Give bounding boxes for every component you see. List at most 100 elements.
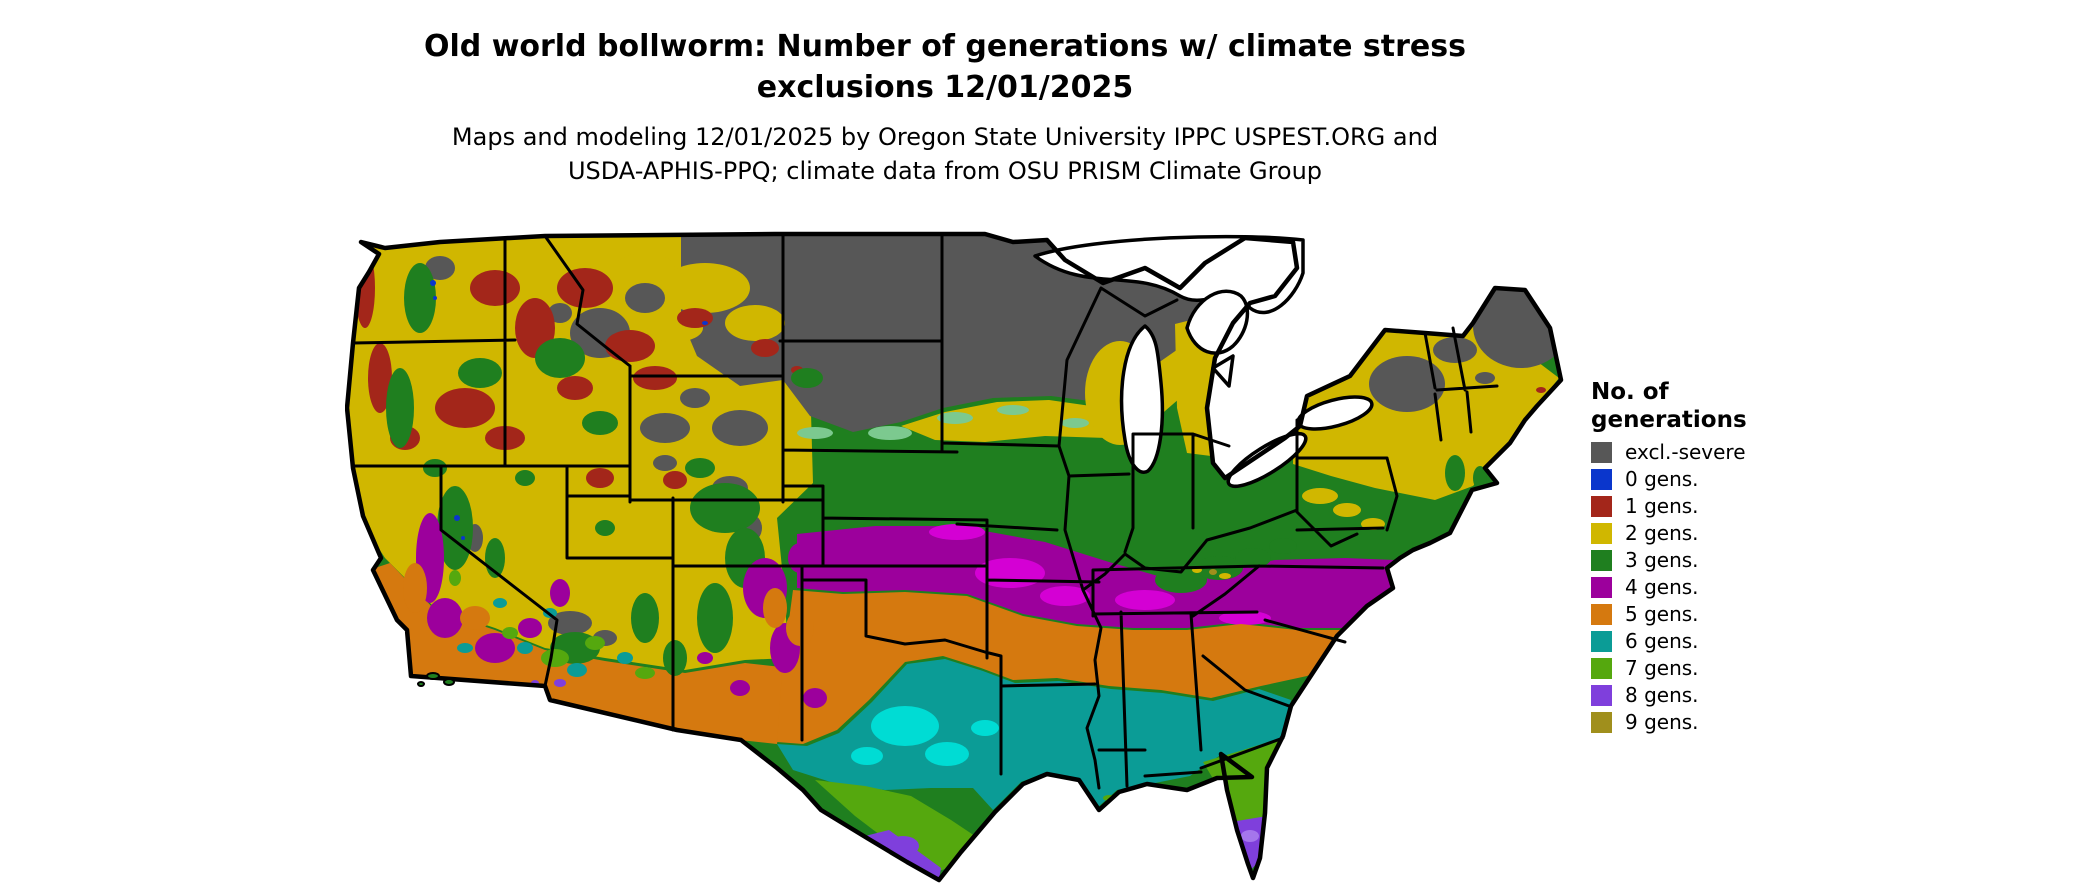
- patch-3gens-appalachia-4: [1269, 538, 1297, 554]
- patch-6gens-ca: [493, 598, 507, 608]
- lake-huron: [1185, 289, 1250, 355]
- patch-2gens-speck-appalachia: [1219, 573, 1231, 579]
- patch-excl-adirondacks: [1369, 356, 1445, 412]
- patch-3gens-id2: [582, 411, 618, 435]
- patch-6gens-az1: [517, 642, 533, 654]
- legend-label-g1: 1 gens.: [1625, 494, 1699, 518]
- patch-0gens-sierra: [454, 515, 460, 521]
- legend-label-g7: 7 gens.: [1625, 656, 1699, 680]
- legend-item-g7: 7 gens.: [1591, 658, 1841, 679]
- page-subtitle-line2: USDA-APHIS-PPQ; climate data from OSU PR…: [567, 157, 1323, 185]
- patch-2gens-pa-2: [1333, 503, 1361, 517]
- patch-8gens-az: [554, 679, 566, 687]
- legend-item-g3: 3 gens.: [1591, 550, 1841, 571]
- patch-6gens-az2: [567, 663, 587, 677]
- page-title: Old world bollworm: Number of generation…: [0, 26, 1890, 108]
- patch-1gen-maine-coast: [1536, 387, 1546, 393]
- legend-title-line2: generations: [1591, 407, 1747, 433]
- patch-3gens-ca-n: [423, 459, 447, 477]
- patch-3gens-az1: [631, 593, 659, 643]
- map-svg: [345, 231, 1564, 888]
- legend-swatch-g7: [1591, 658, 1612, 679]
- patch-4gens-mojave: [475, 633, 515, 663]
- transition-cyan-2: [925, 742, 969, 766]
- legend-item-g8: 8 gens.: [1591, 685, 1841, 706]
- legend-item-g1: 1 gens.: [1591, 496, 1841, 517]
- patch-9gens-keys-4: [1237, 876, 1243, 880]
- patch-0gens-wa2: [433, 296, 437, 300]
- legend-label-g8: 8 gens.: [1625, 683, 1699, 707]
- patch-excl-ncascades: [425, 256, 455, 280]
- legend-swatch-g5: [1591, 604, 1612, 625]
- patch-1gen-mt3: [677, 308, 713, 328]
- transition-mint-3: [997, 405, 1029, 415]
- patch-3gens-orcascades: [386, 368, 414, 448]
- map-legend: No. of generations excl.-severe 0 gens. 1 …: [1591, 378, 1841, 739]
- patch-1gen-id2: [557, 376, 593, 400]
- patch-3gens-ma: [1473, 466, 1487, 490]
- patch-1gen-or-coast: [368, 343, 392, 413]
- transition-magenta-4: [929, 524, 985, 540]
- patch-1gen-or1: [435, 388, 495, 428]
- patch-9gens-keys-5: [1191, 883, 1196, 888]
- patch-3gens-blackhills: [791, 368, 823, 388]
- us-generations-map: [345, 228, 1565, 890]
- patch-2gens-pa-1: [1302, 488, 1338, 504]
- patch-1gen-mt1: [557, 268, 613, 308]
- southwest-orange-base: [375, 563, 790, 744]
- legend-label-excl: excl.-severe: [1625, 440, 1746, 464]
- patch-4gens-snv: [550, 579, 570, 607]
- patch-3gens-appalachia-3: [1235, 548, 1271, 568]
- patch-7gens-az4: [635, 667, 655, 679]
- page-subtitle-line1: Maps and modeling 12/01/2025 by Oregon S…: [451, 123, 1439, 151]
- patch-0gens-sierra2: [461, 536, 465, 540]
- legend-item-g9: 9 gens.: [1591, 712, 1841, 733]
- band-6gens: [777, 659, 1291, 810]
- legend-label-g4: 4 gens.: [1625, 575, 1699, 599]
- legend-swatch-excl: [1591, 442, 1612, 463]
- map-raster-layers: [347, 234, 1561, 888]
- patch-5gens-txpan: [763, 588, 787, 628]
- patch-4gens-nm-ne: [788, 543, 812, 573]
- transition-cyan-4: [971, 720, 999, 736]
- patch-7gens-ca: [449, 570, 461, 586]
- patch-1gen-nv: [586, 468, 614, 488]
- patch-6gens-ca2: [457, 643, 473, 653]
- great-lakes: [1033, 234, 1374, 489]
- transition-magenta-3: [1115, 590, 1175, 610]
- patch-9gens-keys-2: [1214, 882, 1220, 888]
- legend-item-g4: 4 gens.: [1591, 577, 1841, 598]
- patch-7gens-az1: [541, 649, 569, 667]
- patch-4gens-nm4: [697, 652, 713, 664]
- patch-excl-white-mountains: [1433, 337, 1477, 363]
- transition-cyan-1: [871, 706, 939, 746]
- transition-mint-5: [797, 427, 833, 439]
- patch-2gens-mt-1: [660, 263, 750, 313]
- patch-excl-wy3: [680, 388, 710, 408]
- patch-7gens-la-1: [1053, 790, 1069, 798]
- patch-3gens-appalachia-1: [1155, 567, 1207, 593]
- legend-swatch-g9: [1591, 712, 1612, 733]
- patch-excl-id: [548, 303, 572, 323]
- page-subtitle: Maps and modeling 12/01/2025 by Oregon S…: [0, 120, 1890, 188]
- patch-3gens-nm2: [697, 583, 733, 653]
- patch-excl-mt: [625, 283, 665, 313]
- legend-label-g0: 0 gens.: [1625, 467, 1699, 491]
- transition-mint-2: [937, 412, 973, 424]
- patch-1gen-ut: [663, 471, 687, 489]
- legend-swatch-g4: [1591, 577, 1612, 598]
- legend-swatch-g6: [1591, 631, 1612, 652]
- legend-swatch-g0: [1591, 469, 1612, 490]
- legend-label-g5: 5 gens.: [1625, 602, 1699, 626]
- band-5gens: [777, 590, 1393, 744]
- patch-excl-nh: [1475, 372, 1495, 384]
- page-title-line2: exclusions 12/01/2025: [756, 70, 1134, 105]
- patch-excl-uintas: [653, 455, 677, 471]
- patch-3gens-ct-valley: [1445, 455, 1465, 491]
- patch-4gens-ca2: [427, 598, 463, 638]
- patch-7gens-az3: [502, 627, 518, 639]
- legend-title-line1: No. of: [1591, 379, 1669, 405]
- transition-mint-1: [868, 426, 912, 440]
- legend-swatch-g8: [1591, 685, 1612, 706]
- page-title-line1: Old world bollworm: Number of generation…: [423, 29, 1466, 64]
